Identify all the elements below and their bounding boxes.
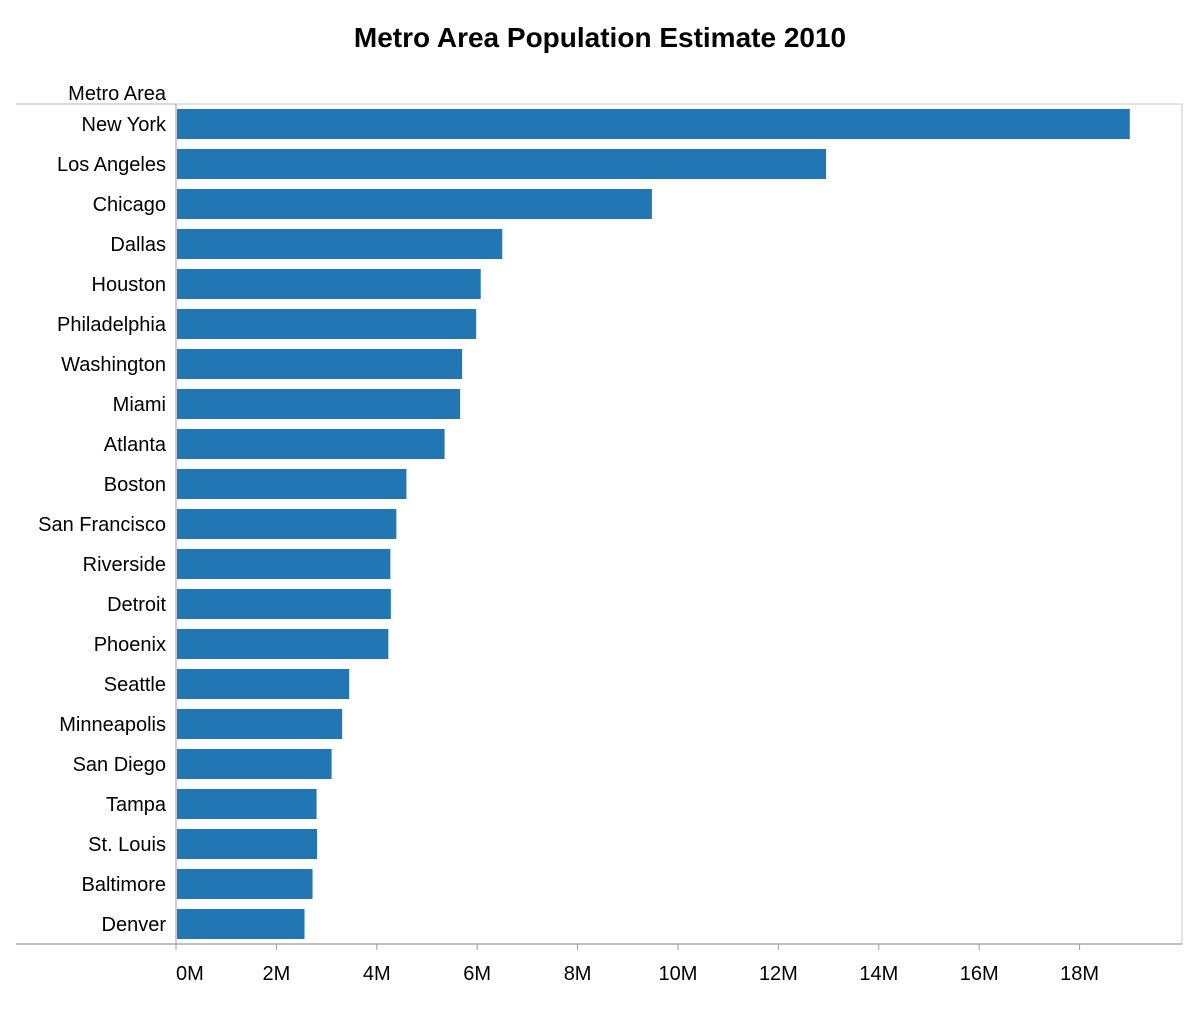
x-tick-label: 4M xyxy=(363,963,391,985)
bar-st-louis xyxy=(177,829,318,859)
category-label: Philadelphia xyxy=(57,314,167,336)
category-label: Miami xyxy=(113,394,166,416)
category-label: Los Angeles xyxy=(57,154,166,176)
bar-new-york xyxy=(177,109,1130,139)
category-label: Washington xyxy=(61,354,166,376)
bar-phoenix xyxy=(177,629,389,659)
x-tick-label: 16M xyxy=(960,963,999,985)
bar-dallas xyxy=(177,229,503,259)
category-label: Detroit xyxy=(107,594,166,616)
category-label: Houston xyxy=(92,274,167,296)
bar-seattle xyxy=(177,669,350,699)
bar-philadelphia xyxy=(177,309,477,339)
bar-washington xyxy=(177,349,463,379)
category-label: Atlanta xyxy=(104,434,167,456)
bar-los-angeles xyxy=(177,149,827,179)
bar-minneapolis xyxy=(177,709,343,739)
x-axis-ticks: 0M 2M 4M 6M 8M 10M 12M 14M 16M 18M xyxy=(175,944,1099,985)
category-label: Baltimore xyxy=(82,874,166,896)
bar-atlanta xyxy=(177,429,445,459)
bar-san-francisco xyxy=(177,509,397,539)
chart-title: Metro Area Population Estimate 2010 xyxy=(354,22,846,53)
bar-riverside xyxy=(177,549,391,579)
bar-baltimore xyxy=(177,869,313,899)
x-tick-label: 6M xyxy=(463,963,491,985)
bar-chicago xyxy=(177,189,652,219)
x-tick-label: 18M xyxy=(1060,963,1099,985)
category-label: Riverside xyxy=(83,554,166,576)
category-labels: New York Los Angeles Chicago Dallas Houston P… xyxy=(38,114,167,936)
category-label: Chicago xyxy=(93,194,166,216)
category-label: New York xyxy=(82,114,167,136)
bar-miami xyxy=(177,389,461,419)
x-tick-label: 14M xyxy=(859,963,898,985)
x-tick-label: 12M xyxy=(759,963,798,985)
category-label: San Francisco xyxy=(38,514,166,536)
x-tick-label: 2M xyxy=(263,963,291,985)
category-label: Dallas xyxy=(110,234,166,256)
bar-denver xyxy=(177,909,305,939)
x-tick-label: 0M xyxy=(176,963,204,985)
category-label: St. Louis xyxy=(88,834,166,856)
bars-group xyxy=(177,109,1130,939)
bar-detroit xyxy=(177,589,391,619)
category-label: Tampa xyxy=(106,794,167,816)
x-tick-label: 10M xyxy=(659,963,698,985)
category-label: Seattle xyxy=(104,674,166,696)
row-header-label: Metro Area xyxy=(68,83,167,105)
category-label: Denver xyxy=(102,914,167,936)
bar-boston xyxy=(177,469,407,499)
category-label: Boston xyxy=(104,474,166,496)
category-label: Minneapolis xyxy=(59,714,166,736)
bar-houston xyxy=(177,269,481,299)
category-label: Phoenix xyxy=(94,634,166,656)
bar-tampa xyxy=(177,789,317,819)
x-tick-label: 8M xyxy=(564,963,592,985)
bar-san-diego xyxy=(177,749,332,779)
category-label: San Diego xyxy=(73,754,166,776)
